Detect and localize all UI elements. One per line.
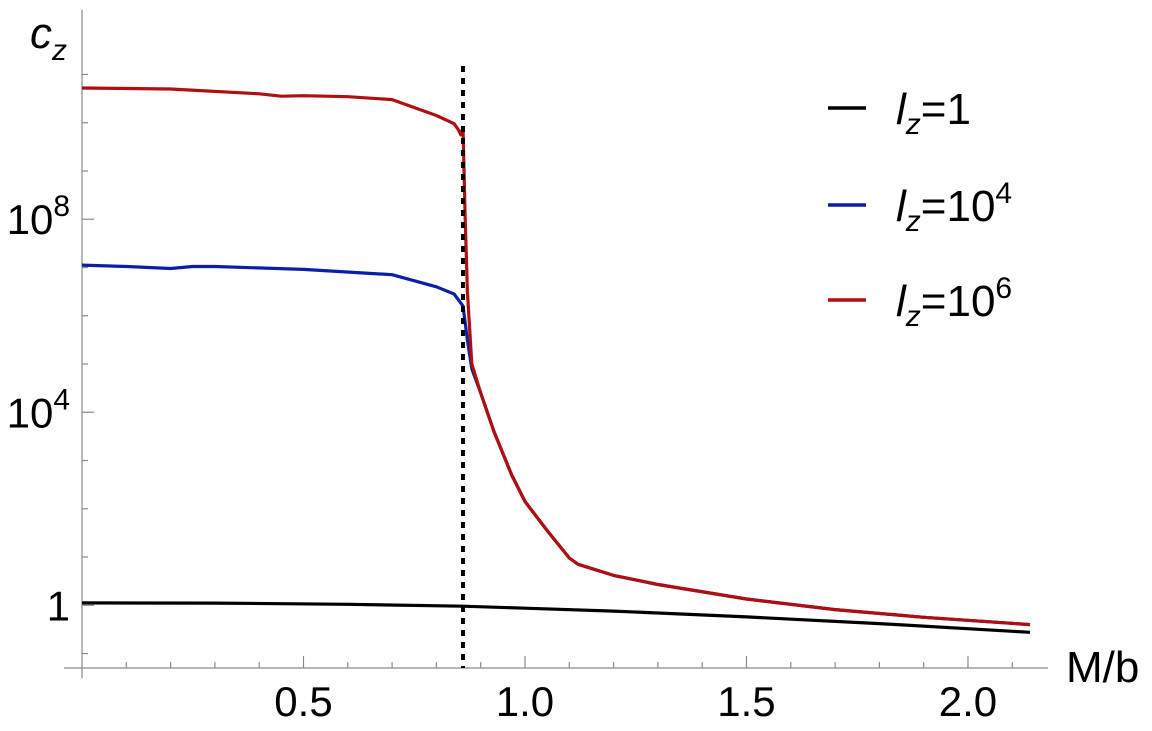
x-tick-label: 0.5 <box>274 678 332 725</box>
series-line-0 <box>81 601 1031 634</box>
y-tick-label: 1 <box>47 582 70 629</box>
y-tick-label: 104 <box>7 383 70 436</box>
series-line-1 <box>81 263 1031 627</box>
legend-label-0: lz=1 <box>896 85 971 141</box>
legend-label-1: lz=104 <box>896 177 1012 238</box>
x-tick-label: 1.0 <box>496 678 554 725</box>
series-layer <box>81 86 1031 634</box>
x-axis-title: M/b <box>1066 643 1139 692</box>
legend: lz=1 lz=104 lz=106 <box>828 85 1012 333</box>
legend-label-2: lz=106 <box>896 272 1012 333</box>
axes: 0.5 1.0 1.5 2.0 1 104 108 M/b cz <box>7 9 1140 725</box>
y-axis-title: cz <box>30 9 67 67</box>
x-tick-label: 2.0 <box>939 678 997 725</box>
y-tick-label: 108 <box>7 190 70 243</box>
x-tick-label: 1.5 <box>717 678 775 725</box>
series-line-2 <box>81 86 1031 627</box>
